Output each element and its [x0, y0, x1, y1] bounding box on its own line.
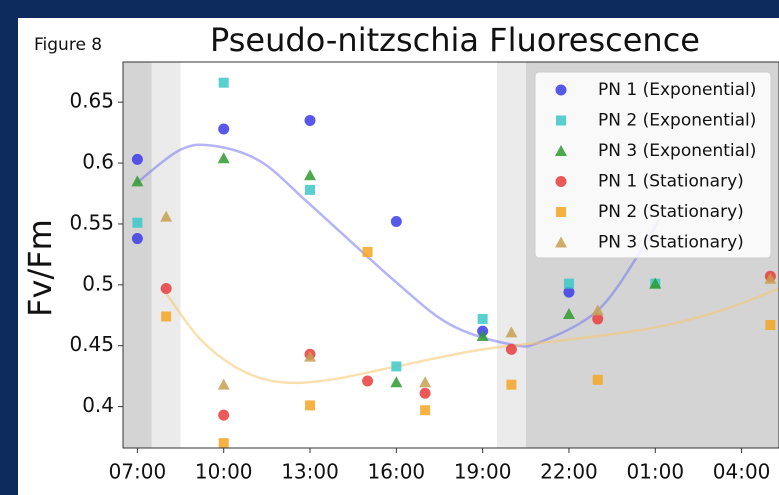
data-point — [476, 329, 489, 341]
data-point — [419, 387, 431, 399]
data-point — [305, 184, 316, 195]
y-axis-label: Fv/Fm — [21, 219, 59, 317]
data-point — [563, 286, 575, 298]
data-point — [131, 153, 143, 165]
data-point — [132, 217, 143, 228]
y-tick-label: 0.5 — [82, 271, 114, 295]
legend-label: PN 2 (Exponential) — [598, 111, 756, 131]
data-point — [304, 350, 317, 362]
x-tick-label: 10:00 — [195, 460, 253, 484]
legend-marker — [555, 84, 567, 96]
data-point — [362, 375, 374, 387]
data-point — [160, 210, 173, 222]
x-tick-label: 19:00 — [454, 460, 512, 484]
data-point — [390, 216, 402, 228]
y-tick-label: 0.6 — [82, 150, 114, 174]
x-tick-label: 22:00 — [540, 460, 598, 484]
legend-marker — [555, 236, 567, 248]
legend-marker — [555, 176, 567, 187]
legend-marker — [556, 115, 566, 126]
data-point — [505, 343, 517, 355]
data-point — [419, 376, 432, 388]
fit-curve — [165, 287, 779, 385]
legend-label: PN 3 (Exponential) — [598, 141, 756, 161]
data-point — [217, 378, 230, 390]
data-point — [218, 123, 230, 135]
data-point — [304, 114, 316, 126]
data-point — [764, 272, 777, 284]
x-tick-label: 04:00 — [713, 460, 771, 484]
shaded-region — [497, 62, 526, 448]
data-point — [362, 246, 373, 257]
data-point — [218, 438, 229, 449]
data-point — [131, 175, 144, 187]
data-point — [217, 152, 230, 164]
data-point — [218, 77, 229, 88]
legend: PN 1 (Exponential) PN 2 (Exponential) PN 3… — [534, 71, 772, 259]
data-point — [390, 376, 403, 388]
data-point — [765, 320, 776, 331]
y-tick-label: 0.65 — [69, 89, 114, 113]
data-point — [592, 374, 603, 385]
data-point — [131, 233, 143, 245]
data-point — [563, 278, 574, 289]
data-point — [505, 326, 518, 338]
data-point — [506, 379, 517, 390]
data-point — [161, 311, 172, 322]
legend-marker — [556, 207, 566, 217]
shaded-region — [151, 62, 181, 448]
data-point — [391, 361, 402, 372]
data-point — [305, 400, 316, 411]
legend-marker — [555, 145, 567, 156]
data-point — [218, 409, 230, 421]
plot-frame — [122, 61, 779, 449]
x-tick-label: 13:00 — [281, 460, 339, 484]
x-tick-label: 01:00 — [626, 460, 684, 484]
data-point — [420, 405, 431, 416]
legend-label: PN 1 (Stationary) — [598, 172, 744, 192]
figure-label: Figure 8 — [34, 35, 102, 55]
x-tick-label: 16:00 — [368, 460, 426, 484]
y-tick-label: 0.4 — [82, 393, 114, 417]
data-point — [477, 313, 488, 324]
x-tick-label: 07:00 — [109, 460, 167, 484]
legend-box — [534, 71, 772, 259]
data-point — [649, 277, 662, 289]
legend-label: PN 3 (Stationary) — [598, 233, 744, 253]
chart-title: Pseudo-nitzschia Fluorescence — [210, 21, 700, 59]
data-point — [592, 313, 604, 325]
y-tick-label: 0.55 — [69, 210, 114, 234]
legend-label: PN 1 (Exponential) — [598, 80, 756, 100]
data-point — [562, 308, 575, 320]
data-point — [591, 304, 604, 316]
y-tick-label: 0.45 — [69, 332, 114, 356]
legend-label: PN 2 (Stationary) — [598, 202, 744, 222]
data-point — [304, 169, 317, 181]
data-point — [160, 282, 172, 294]
shaded-region — [123, 62, 152, 448]
